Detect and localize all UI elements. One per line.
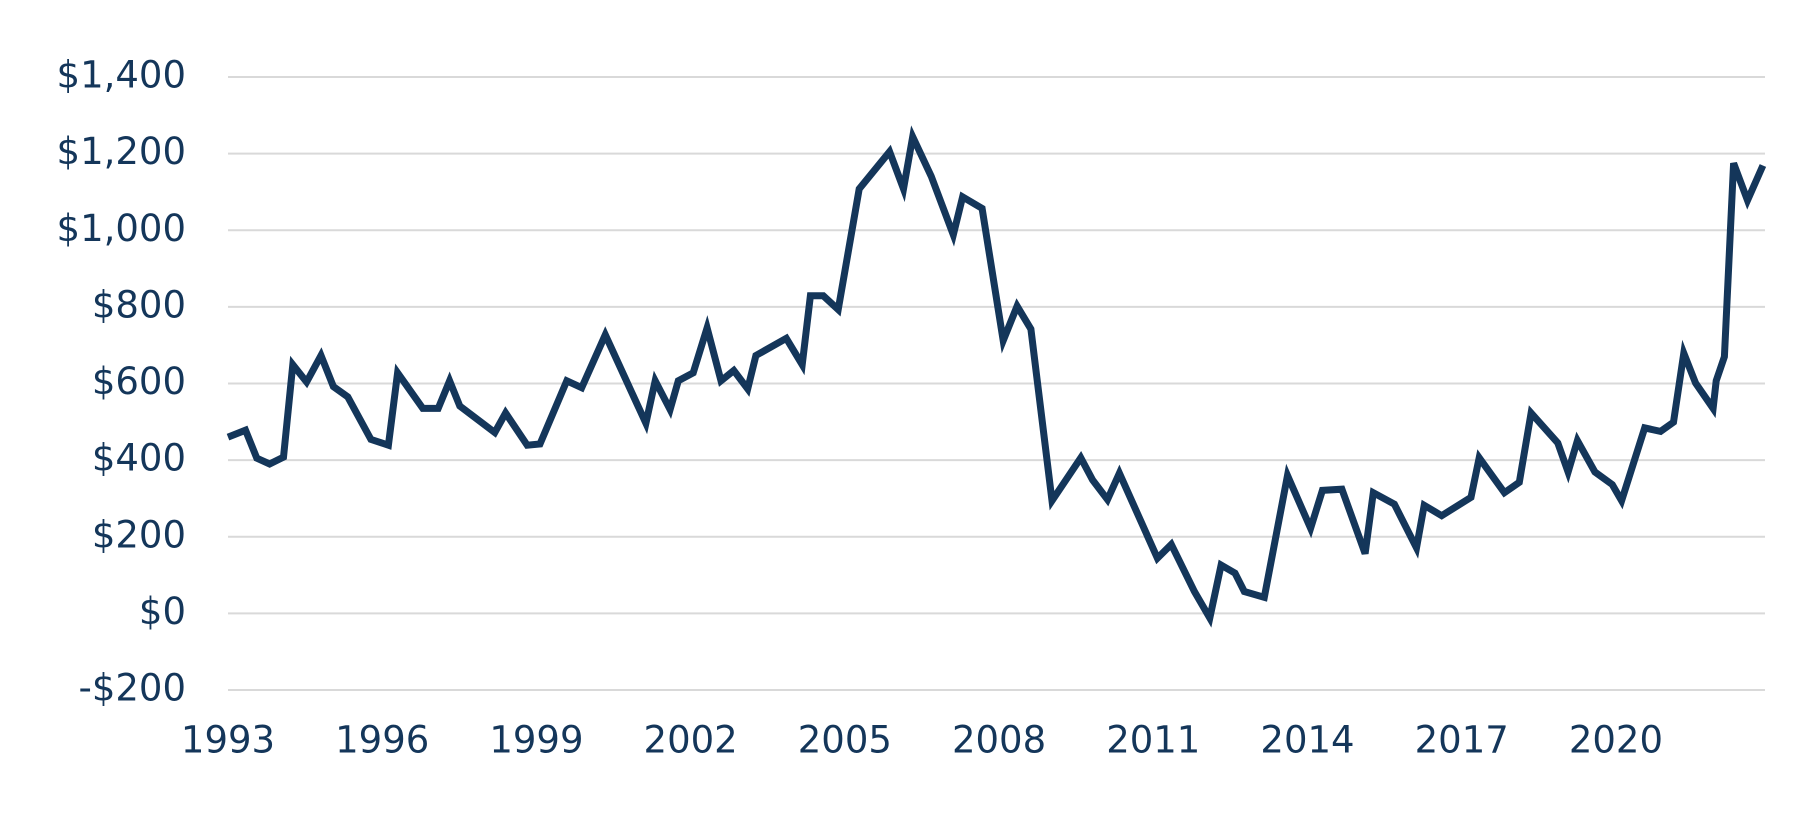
y-tick-label: -$200 [78,667,186,710]
x-tick-label: 2005 [798,719,892,762]
x-tick-label: 2020 [1569,719,1663,762]
x-tick-label: 2011 [1106,719,1200,762]
data-line [226,125,1767,628]
y-tick-label: $200 [92,513,186,556]
x-tick-label: 1993 [181,719,275,762]
x-tick-label: 1996 [335,719,429,762]
y-tick-label: $1,400 [57,54,186,97]
y-tick-label: $0 [139,590,186,633]
x-tick-label: 1999 [489,719,583,762]
y-tick-label: $600 [92,360,186,403]
y-tick-label: $800 [92,283,186,326]
x-tick-label: 2017 [1415,719,1509,762]
y-tick-label: $1,200 [57,130,186,173]
y-tick-label: $400 [92,437,186,480]
y-tick-label: $1,000 [57,207,186,250]
x-tick-label: 2002 [644,719,738,762]
x-tick-label: 2008 [952,719,1046,762]
x-tick-label: 2014 [1260,719,1354,762]
